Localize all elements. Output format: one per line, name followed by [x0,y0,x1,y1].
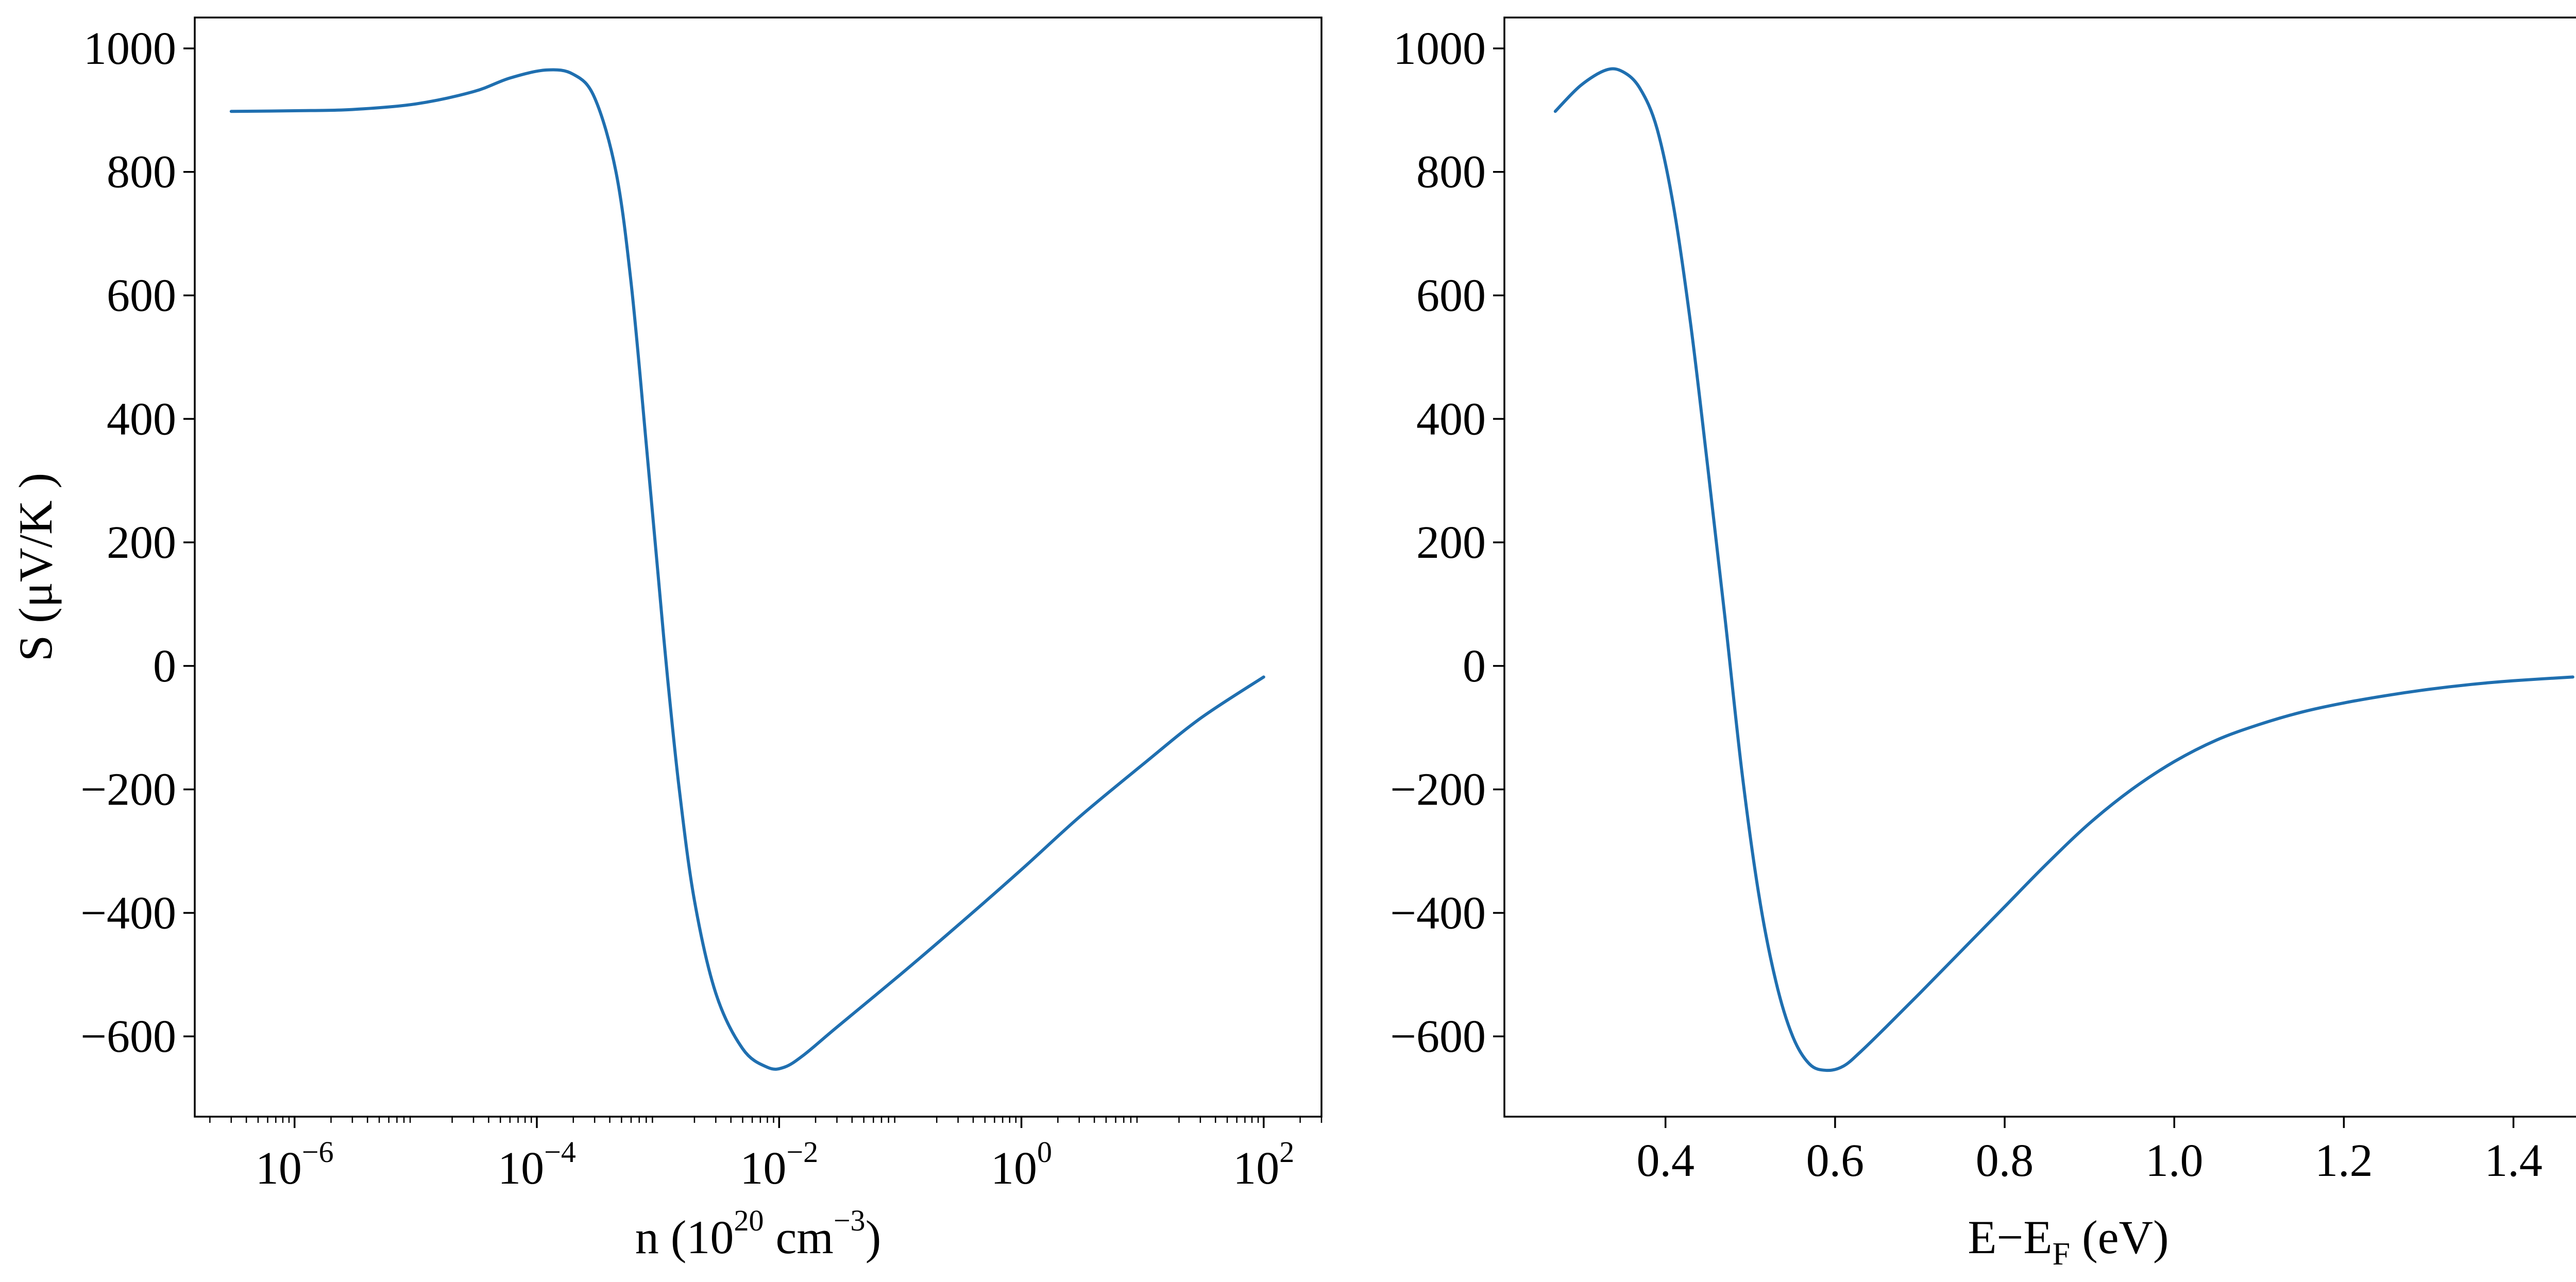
x-tick-label: 1.4 [2484,1135,2543,1186]
x-axis-label: n (1020 cm−3) [635,1204,881,1263]
x-tick-label: 1.0 [2145,1135,2204,1186]
x-tick-label: 0.8 [1976,1135,2034,1186]
x-axis-label-text: n (10 [635,1211,734,1263]
y-tick-label: −200 [80,764,176,815]
x-axis-label-superscript: 20 [734,1204,764,1237]
x-tick-label-exponent: 2 [1279,1135,1294,1169]
y-tick-label: −200 [1390,764,1486,815]
y-axis-label: S (μV/K ) [9,473,62,661]
x-tick-label: 10−6 [256,1135,334,1194]
x-axis-label-text: E−E [1968,1211,2052,1263]
x-tick-label-exponent: −4 [544,1135,576,1169]
y-tick-label: 200 [1416,517,1486,568]
x-tick-label-exponent: −6 [302,1135,334,1169]
y-tick-label: 0 [1463,641,1486,692]
right-plot-panel: 1000 800 600 400 200 0 −200 −400 −600 0.4 0.6 0.8 1.… [1390,16,2576,1272]
x-tick-label-base: 10 [991,1143,1037,1194]
y-tick-label: 1000 [83,23,176,74]
y-tick-label: 200 [107,517,176,568]
y-tick-label: 600 [107,270,176,321]
x-tick-label-base: 10 [256,1143,302,1194]
y-tick-label: 1000 [1393,23,1486,74]
x-axis-label-subscript: F [2053,1237,2070,1272]
x-tick-label-base: 10 [498,1143,544,1194]
y-tick-label: −600 [80,1011,176,1062]
y-tick-label: −400 [80,887,176,938]
x-tick-label: 102 [1233,1135,1294,1194]
x-tick-label-exponent: 0 [1037,1135,1052,1169]
x-tick-label: 10−4 [498,1135,576,1194]
series-line [1553,67,2574,1072]
x-axis-label-text: (eV) [2070,1211,2169,1263]
x-tick-label-base: 10 [740,1143,786,1194]
x-tick-label-exponent: −2 [786,1135,818,1169]
x-tick-label: 100 [991,1135,1052,1194]
x-axis-label: E−EF (eV) [1968,1211,2168,1272]
y-tick-label: 400 [107,394,176,445]
x-axis-label-text: cm [764,1211,833,1263]
x-tick-label: 0.6 [1806,1135,1865,1186]
y-tick-label: 600 [1416,270,1486,321]
plot-frame [1503,16,2576,1118]
x-tick-label-base: 10 [1233,1143,1279,1194]
plot-frame [194,16,1323,1118]
x-axis-label-superscript: −3 [834,1204,866,1237]
y-tick-label: −400 [1390,887,1486,938]
x-tick-label: 1.2 [2315,1135,2373,1186]
y-tick-label: 800 [1416,147,1486,198]
x-tick-label: 10−2 [740,1135,818,1194]
y-tick-label: 800 [107,147,176,198]
y-tick-label: 400 [1416,394,1486,445]
series-line [229,68,1265,1071]
y-tick-label: 0 [153,641,176,692]
x-axis-label-text: ) [866,1211,882,1263]
x-tick-label: 0.4 [1636,1135,1694,1186]
y-tick-label: −600 [1390,1011,1486,1062]
